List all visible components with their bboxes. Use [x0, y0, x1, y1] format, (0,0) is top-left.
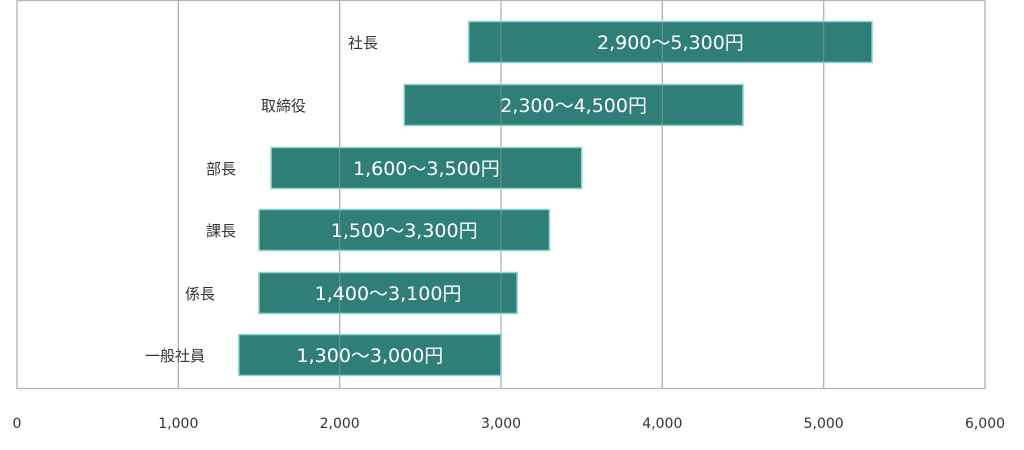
x-tick-label: 4,000: [642, 416, 682, 432]
x-tick-label: 2,000: [320, 416, 360, 432]
category-label: 部長: [206, 160, 236, 178]
category-label: 取締役: [261, 97, 306, 115]
range-bar: [258, 271, 518, 315]
x-tick-label: 0: [13, 416, 22, 432]
x-tick-label: 1,000: [158, 416, 198, 432]
range-bar: [403, 83, 744, 127]
range-bar: [270, 146, 583, 190]
x-tick-label: 3,000: [481, 416, 521, 432]
range-bar-label: 2,900～5,300円: [597, 32, 744, 54]
range-bar: [467, 20, 873, 64]
range-bar-label: 1,600～3,500円: [353, 158, 500, 180]
category-label: 係長: [185, 285, 215, 303]
range-bar: [238, 333, 502, 377]
range-bar-label: 1,500～3,300円: [331, 220, 478, 242]
x-tick-label: 6,000: [965, 416, 1005, 432]
category-label: 社長: [348, 34, 378, 52]
range-bar-label: 1,400～3,100円: [315, 283, 462, 305]
category-label: 一般社員: [145, 347, 205, 365]
category-label: 課長: [206, 222, 236, 240]
range-bar-label: 1,300～3,000円: [297, 345, 444, 367]
plot-area-border: [16, 0, 986, 390]
range-bar-label: 2,300～4,500円: [500, 95, 647, 117]
range-bar: [258, 208, 551, 252]
x-tick-label: 5,000: [804, 416, 844, 432]
